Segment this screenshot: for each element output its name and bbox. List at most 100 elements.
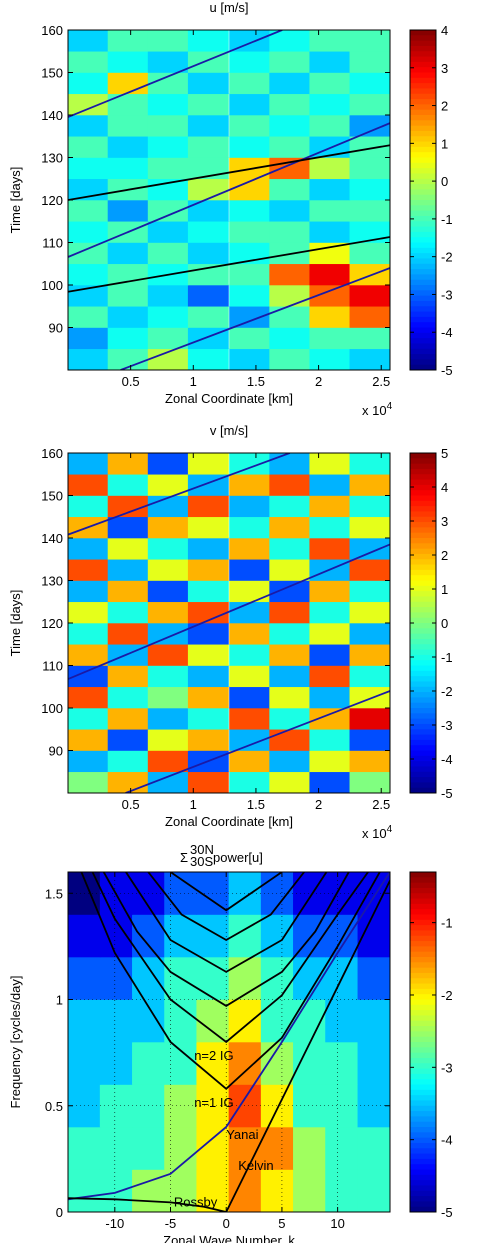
heatmap-cell (68, 473, 109, 496)
heatmap-cell (349, 580, 390, 603)
colorbar-fill (410, 628, 436, 635)
heatmap-cell (349, 157, 390, 180)
heatmap-cell (107, 348, 149, 370)
heatmap-cell (107, 750, 149, 773)
colorbar-fill (410, 516, 436, 523)
heatmap-cell (187, 580, 229, 603)
x-tick-label: -5 (165, 1216, 177, 1231)
curve (68, 1197, 227, 1212)
heatmap-cell (99, 999, 133, 1043)
heatmap-cell (99, 1041, 133, 1085)
colorbar-fill (410, 527, 436, 534)
colorbar-fill (410, 697, 436, 704)
heatmap-cell (68, 305, 109, 328)
colorbar-fill (410, 51, 436, 58)
colorbar-tick-label: -3 (441, 1060, 453, 1075)
heatmap-cell (107, 135, 149, 158)
colorbar-fill (410, 893, 436, 900)
y-axis-label: Frequency [cycles/day] (8, 976, 23, 1109)
heatmap-cell (107, 771, 149, 793)
heatmap-cell (68, 348, 109, 370)
x-axis-label: Zonal Coordinate [km] (165, 391, 293, 406)
heatmap-cell (107, 284, 149, 307)
x-multiplier-exp: 4 (387, 824, 393, 835)
colorbar-fill (410, 221, 436, 228)
colorbar-fill (410, 1190, 436, 1197)
colorbar-fill (410, 45, 436, 52)
heatmap-cell (309, 199, 351, 222)
colorbar-fill (410, 1026, 436, 1032)
heatmap-cell (269, 665, 311, 688)
heatmap-cell (228, 1041, 262, 1085)
colorbar-tick-label: -4 (441, 1133, 453, 1148)
x-multiplier-exp: 4 (387, 401, 393, 412)
heatmap-cell (164, 1126, 198, 1170)
colorbar-fill (410, 1079, 436, 1085)
colorbar-fill (410, 269, 436, 275)
heatmap-cell (229, 157, 271, 180)
heatmap-cell (269, 495, 311, 518)
heatmap-cell (68, 580, 109, 603)
colorbar-fill (410, 718, 436, 725)
heatmap-cell (99, 1169, 133, 1212)
heatmap-cell (325, 1084, 359, 1128)
curve (68, 453, 291, 536)
colorbar-tick-label: 0 (441, 174, 448, 189)
heatmap-cell (187, 135, 229, 158)
heatmap-cell (260, 999, 294, 1043)
curve-label: Rossby (174, 1195, 218, 1210)
y-tick-label: 1 (56, 993, 63, 1008)
colorbar-fill (410, 591, 436, 597)
curve-label: Kelvin (238, 1158, 273, 1173)
colorbar-fill (410, 994, 436, 1000)
heatmap-cell (349, 305, 390, 328)
colorbar-fill (410, 538, 436, 544)
x-axis-label: Zonal Coordinate [km] (165, 814, 293, 829)
colorbar-tick-label: -3 (441, 718, 453, 733)
colorbar-fill (410, 898, 436, 905)
heatmap-cell (349, 263, 390, 286)
heatmap-cell (229, 707, 271, 730)
colorbar-fill (410, 723, 436, 730)
heatmap-cell (147, 686, 189, 709)
colorbar-fill (410, 967, 436, 974)
heatmap-cell (357, 1126, 390, 1170)
colorbar-fill (410, 200, 436, 206)
colorbar-fill (410, 1073, 436, 1080)
heatmap-cell (269, 771, 311, 793)
heatmap-cell (68, 93, 109, 116)
heatmap-cell (229, 305, 271, 328)
heatmap-cell (147, 327, 189, 350)
y-tick-label: 1.5 (45, 886, 63, 901)
colorbar-fill (410, 168, 436, 174)
heatmap-cell (349, 178, 390, 201)
colorbar-fill (410, 755, 436, 762)
heatmap-cell (269, 242, 311, 265)
colorbar-fill (410, 925, 436, 931)
heatmap-cell (269, 707, 311, 730)
heatmap-cell (68, 601, 109, 624)
heatmap-cell (187, 643, 229, 666)
heatmap-cell (147, 707, 189, 730)
heatmap-cell (68, 686, 109, 709)
colorbar-fill (410, 522, 436, 528)
colorbar-fill (410, 242, 436, 249)
heatmap-cell (309, 750, 351, 773)
colorbar-tick-label: 4 (441, 480, 448, 495)
heatmap-cell (229, 30, 271, 52)
colorbar-tick-label: -5 (441, 1205, 453, 1220)
heatmap-cell (147, 453, 189, 475)
heatmap-cell (269, 30, 311, 52)
heatmap-cell (309, 284, 351, 307)
heatmap-cell (147, 580, 189, 603)
heatmap-cell (187, 30, 229, 52)
heatmap-cell (269, 284, 311, 307)
x-tick-label: 1.5 (247, 797, 265, 812)
heatmap-cell (349, 495, 390, 518)
heatmap-cell (229, 622, 271, 645)
heatmap-cell (309, 686, 351, 709)
heatmap-cell (99, 1126, 133, 1170)
colorbar-tick-label: -1 (441, 650, 453, 665)
colorbar-fill (410, 771, 436, 778)
heatmap-cell (99, 956, 133, 1000)
